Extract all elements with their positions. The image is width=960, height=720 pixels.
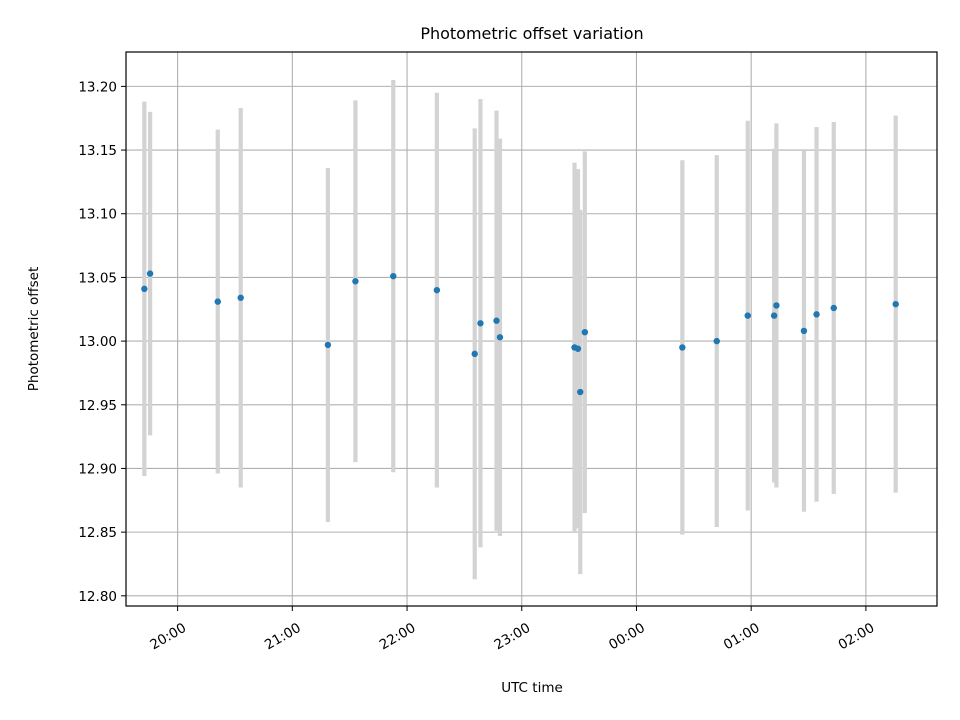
data-point — [237, 294, 244, 301]
data-point — [770, 312, 778, 319]
data-point — [390, 272, 397, 280]
plot-frame — [125, 51, 938, 607]
data-point — [581, 328, 589, 336]
grid — [126, 52, 937, 606]
y-tick-label: 12.80 — [78, 589, 117, 605]
y-tick-label: 13.05 — [78, 270, 117, 286]
y-tick-label: 12.95 — [78, 398, 117, 414]
chart-title: Photometric offset variation — [420, 24, 643, 43]
data-points — [141, 270, 899, 396]
data-point — [892, 300, 899, 308]
y-tick-label: 13.10 — [78, 207, 117, 223]
y-tick-label: 12.85 — [78, 525, 117, 541]
y-tick-label: 13.15 — [78, 143, 117, 159]
data-point — [471, 350, 478, 358]
data-point — [773, 302, 780, 309]
data-point — [141, 285, 148, 293]
data-point — [577, 388, 584, 396]
data-point — [574, 345, 582, 352]
data-point — [324, 341, 332, 349]
y-tick-label: 13.00 — [78, 334, 117, 350]
data-point — [214, 298, 221, 305]
data-point — [496, 334, 504, 341]
data-point — [744, 312, 751, 319]
data-point — [352, 278, 359, 285]
y-axis-label: Photometric offset — [26, 267, 42, 391]
data-point — [800, 327, 808, 335]
y-tick-label: 13.20 — [78, 79, 117, 95]
data-point — [493, 317, 500, 324]
data-point — [713, 337, 720, 345]
data-point — [830, 304, 837, 312]
data-point — [477, 320, 484, 327]
y-tick-label: 12.90 — [78, 461, 117, 477]
data-point — [146, 270, 154, 277]
x-axis-label: UTC time — [501, 680, 563, 696]
data-point — [433, 286, 441, 294]
data-point — [679, 344, 686, 351]
data-point — [813, 311, 820, 318]
